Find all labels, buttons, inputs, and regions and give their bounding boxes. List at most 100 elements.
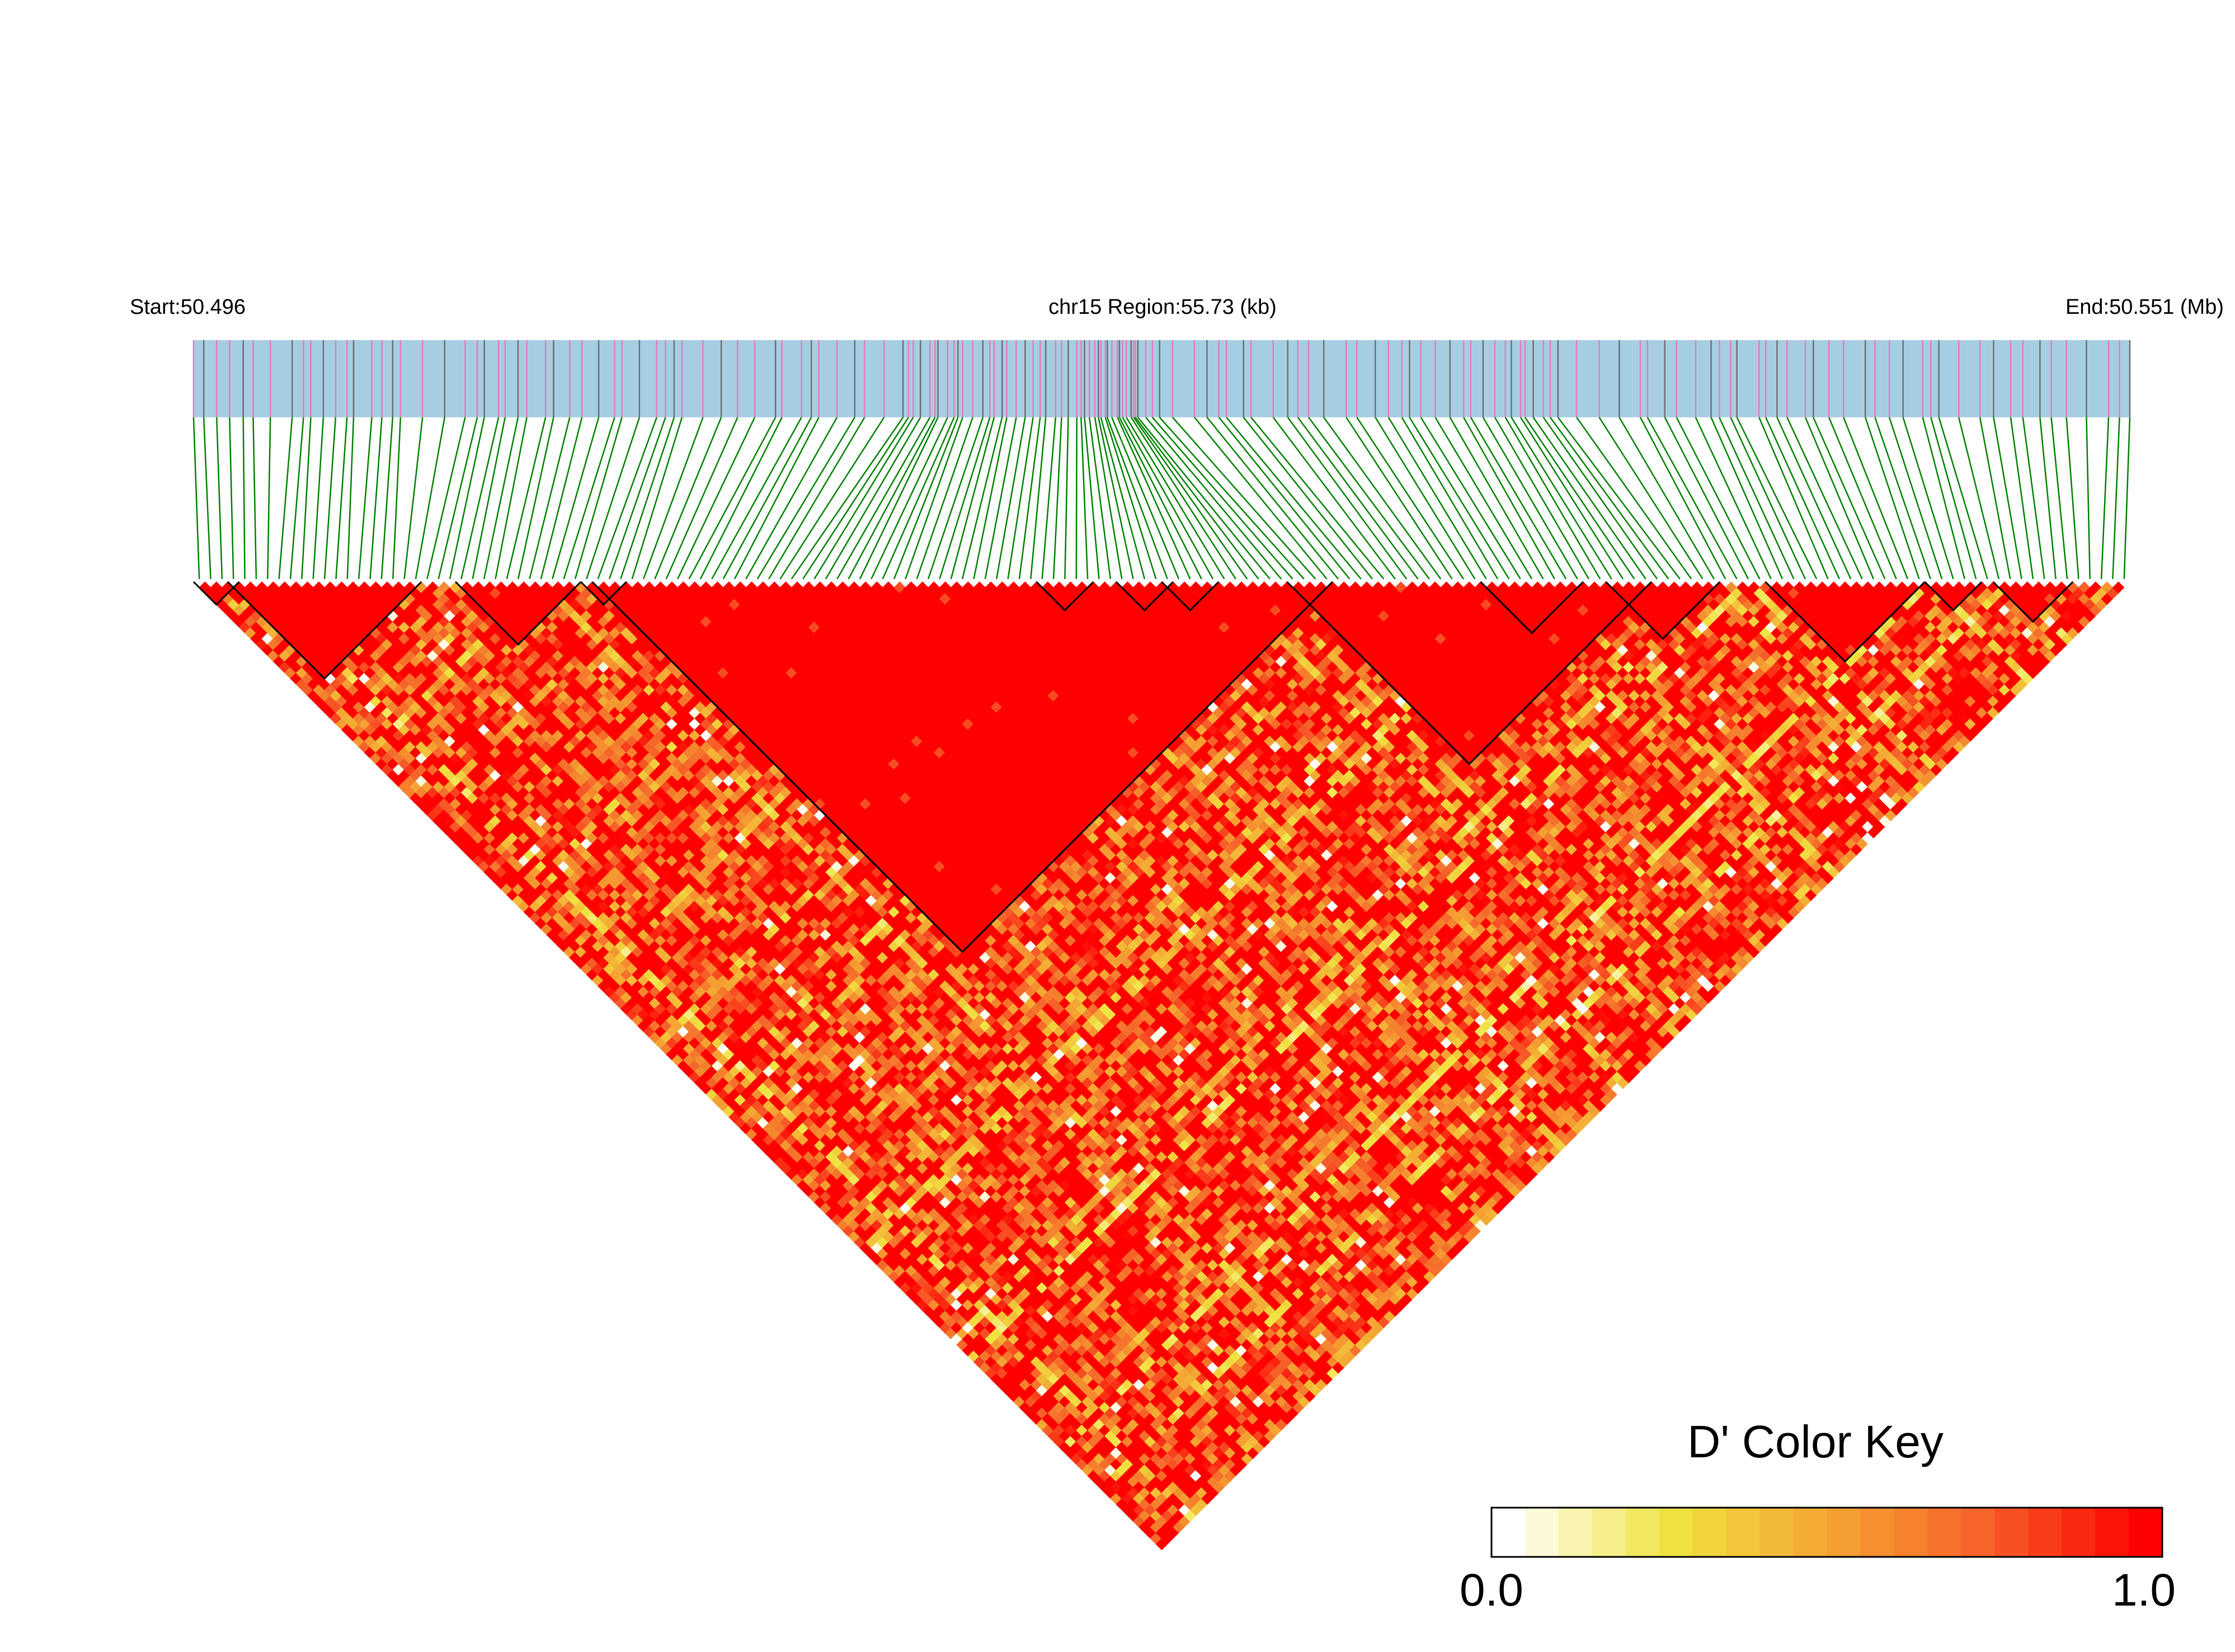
ld-cell (813, 1037, 826, 1049)
ld-cell (865, 1168, 878, 1180)
ld-cell (1013, 1361, 1025, 1374)
ld-cell (1150, 1441, 1163, 1454)
ld-cell (962, 1310, 975, 1322)
snp-connector (495, 417, 528, 580)
snp-connector (426, 417, 466, 580)
ld-cell (836, 1117, 849, 1129)
ld-cell (916, 1230, 929, 1243)
ld-cell (1087, 1424, 1100, 1437)
snp-connector (2123, 417, 2131, 580)
ld-cell (996, 1264, 1009, 1277)
ld-cell (831, 1133, 844, 1146)
ld-cell (654, 945, 667, 958)
ld-cell (426, 649, 439, 662)
snp-connector (1786, 417, 1863, 580)
ld-cell (1047, 1327, 1060, 1340)
ld-cell (1127, 1464, 1140, 1476)
ld-cell (962, 1208, 975, 1220)
ld-cell (1144, 1378, 1156, 1391)
ld-cell (364, 723, 377, 736)
ld-cell (1087, 1321, 1100, 1334)
ld-cell (728, 1077, 741, 1089)
ld-cell (410, 678, 422, 691)
ld-cell (1036, 1350, 1048, 1363)
ld-cell (563, 911, 576, 924)
ld-cell (352, 598, 365, 611)
ld-cell (1093, 1430, 1105, 1442)
ld-cell (523, 906, 536, 919)
ld-cell (700, 957, 712, 969)
ld-cell (358, 729, 371, 742)
ld-cell (467, 723, 479, 736)
ld-cell (785, 1122, 798, 1135)
snp-connector (1401, 417, 1499, 580)
snp-connector (597, 417, 658, 580)
ld-cell (295, 598, 308, 611)
ld-cell (825, 1128, 837, 1141)
ld-cell (603, 826, 615, 839)
ld-cell (813, 1117, 826, 1129)
ld-cell (347, 604, 359, 616)
ld-cell (1013, 1316, 1025, 1329)
ld-cell (740, 1122, 752, 1135)
ld-cell (791, 1094, 803, 1107)
ld-cell (341, 689, 354, 702)
snp-connector (1719, 417, 1795, 580)
snp-connector (654, 417, 722, 580)
ld-cell (421, 769, 434, 782)
ld-cell (597, 820, 610, 833)
ld-cell (643, 900, 656, 913)
ld-cell (911, 1282, 923, 1295)
ld-cell (922, 1225, 934, 1237)
ld-cell (905, 1276, 917, 1288)
ld-cell (1053, 1436, 1066, 1448)
ld-cell (836, 1185, 849, 1197)
ld-cell (996, 1321, 1009, 1334)
snp-connector (1511, 417, 1612, 580)
ld-cell (364, 598, 377, 611)
ld-cell (905, 1230, 917, 1243)
ld-cell (1081, 1384, 1094, 1397)
ld-cell (734, 1037, 747, 1049)
ld-cell (1144, 1436, 1156, 1448)
snp-connector (1194, 417, 1328, 580)
snp-connector (369, 417, 383, 580)
ld-cell (865, 1225, 878, 1237)
snp-connector (1088, 417, 1112, 580)
ld-cell (352, 723, 365, 736)
ld-cell (683, 906, 695, 919)
ld-cell (859, 1196, 872, 1209)
snp-connector (1804, 417, 1875, 580)
ld-cell (1047, 1316, 1060, 1329)
ld-cell (871, 1196, 883, 1209)
ld-cell (432, 678, 445, 691)
ld-cell (301, 649, 314, 662)
ld-cell (512, 735, 525, 747)
ld-cell (996, 1367, 1009, 1380)
ld-cell (825, 1151, 837, 1163)
ld-cell (603, 872, 615, 884)
ld-cell (871, 1185, 883, 1197)
snp-connector (1494, 417, 1590, 580)
ld-cell (1178, 1413, 1191, 1425)
snp-connector (1598, 417, 1704, 580)
ld-cell (876, 1236, 889, 1249)
ld-cell (1150, 1407, 1163, 1419)
ld-cell (740, 1031, 752, 1044)
ld-cell (1098, 1390, 1111, 1402)
snp-connector (586, 417, 641, 580)
ld-cell (791, 1048, 803, 1061)
snp-connector (1993, 417, 2022, 580)
ld-cell (535, 769, 547, 782)
ld-cell (831, 1077, 844, 1089)
ld-cell (614, 860, 627, 873)
ld-cell (637, 906, 650, 919)
ld-cell (643, 1003, 656, 1015)
ld-cell (745, 1037, 758, 1049)
ld-cell (905, 1287, 917, 1300)
ld-cell (859, 1094, 872, 1107)
ld-cell (301, 638, 314, 651)
snp-connector (1676, 417, 1761, 580)
ld-cell (916, 1253, 929, 1266)
snp-connector (2050, 417, 2068, 580)
